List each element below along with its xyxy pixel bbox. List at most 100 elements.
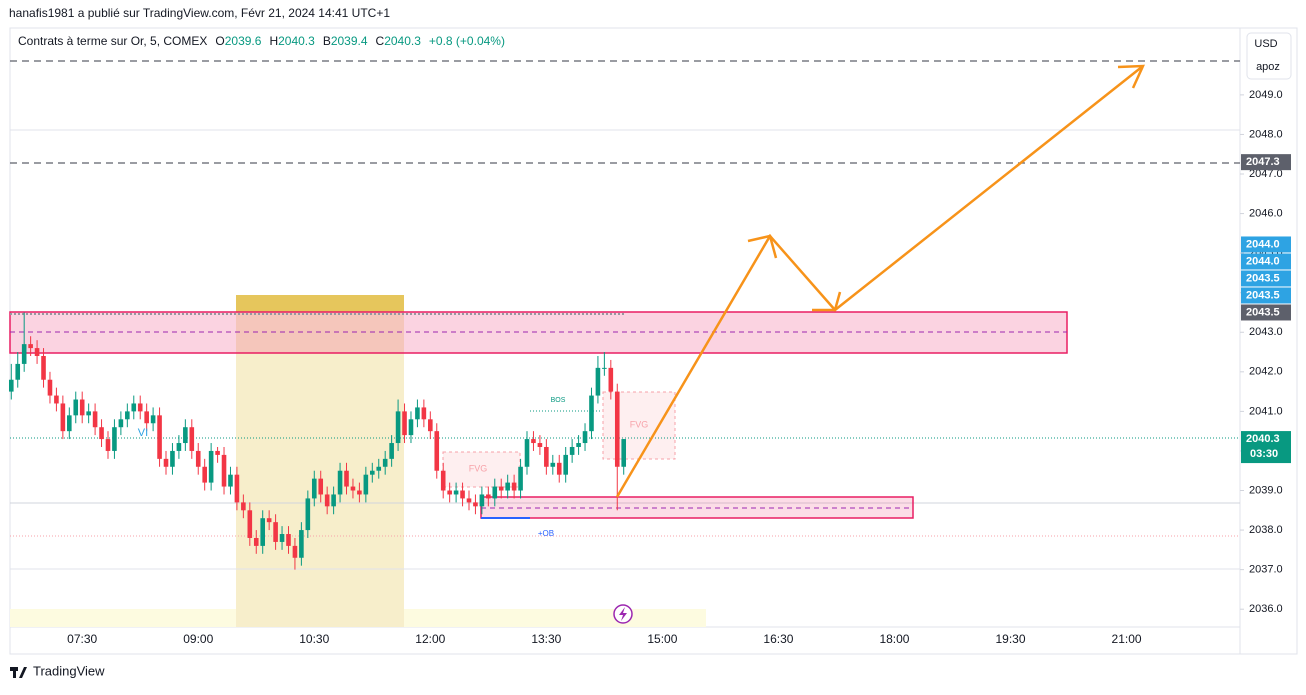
y-tick-label: 2041.0 <box>1249 405 1283 417</box>
legend: Contrats à terme sur Or, 5, COMEX O2039.6… <box>18 34 505 48</box>
candle-body <box>402 411 407 436</box>
candle-body <box>621 439 627 467</box>
price-tag-label: 2043.5 <box>1246 272 1280 284</box>
supply-zone <box>9 311 1068 354</box>
candle-body <box>608 367 614 392</box>
candle-body <box>318 478 324 495</box>
candle-body <box>125 411 130 420</box>
arrow-head <box>1117 64 1145 89</box>
candle-body <box>569 446 575 455</box>
candle-body <box>447 490 452 495</box>
candle-body <box>563 454 568 475</box>
candle-body <box>234 474 240 503</box>
candle-body <box>279 534 285 542</box>
y-tick-label: 2038.0 <box>1249 524 1283 536</box>
ohlc-value: 2039.4 <box>331 34 368 48</box>
symbol-title: Contrats à terme sur Or, 5, COMEX <box>18 34 207 48</box>
y-tick-label: 2046.0 <box>1249 207 1283 219</box>
candle-body <box>99 427 104 440</box>
candle-body <box>253 537 259 546</box>
candle-body <box>614 391 620 467</box>
candle-body <box>473 502 478 507</box>
x-tick-label: 10:30 <box>299 632 329 646</box>
candle-body <box>331 494 336 507</box>
candle-body <box>305 498 311 531</box>
x-tick-label: 12:00 <box>415 632 445 646</box>
candle-body <box>544 446 549 467</box>
candle-body <box>137 403 143 412</box>
candle-body <box>460 490 465 499</box>
candle-body <box>150 415 156 424</box>
footer-brand: TradingView <box>33 663 105 678</box>
x-tick-label: 18:00 <box>879 632 909 646</box>
candle-body <box>247 510 253 538</box>
candle-body <box>337 470 343 495</box>
y-tick-label: 2036.0 <box>1249 603 1283 615</box>
x-tick-label: 15:00 <box>647 632 677 646</box>
y-tick-label: 2042.0 <box>1249 366 1283 378</box>
candle-body <box>112 427 117 451</box>
candle-body <box>208 450 214 483</box>
candles <box>8 312 627 570</box>
candle-body <box>466 498 472 503</box>
arrow-head <box>812 291 842 312</box>
candle-body <box>260 518 266 546</box>
annotation: BOS <box>551 397 566 404</box>
candle-body <box>47 379 53 396</box>
candle-body <box>163 458 169 467</box>
candle-body <box>363 474 369 495</box>
legend-text: Contrats à terme sur Or, 5, COMEX O2039.6… <box>18 34 505 48</box>
price-tag <box>1241 304 1291 321</box>
candle-body <box>41 355 46 380</box>
candle-body <box>357 490 362 495</box>
candle-body <box>86 411 91 416</box>
countdown: 03:30 <box>1250 448 1278 460</box>
candle-body <box>479 494 485 507</box>
candle-body <box>415 407 420 420</box>
projection-arrow <box>615 65 1144 498</box>
candle-body <box>157 415 162 459</box>
x-tick-label: 13:30 <box>531 632 561 646</box>
candle-body <box>21 344 27 364</box>
currency: USD <box>1254 38 1277 50</box>
y-tick-label: 2043.0 <box>1249 326 1283 338</box>
footer-logo <box>10 667 27 678</box>
candle-body <box>170 450 175 467</box>
candle-body <box>434 431 440 471</box>
candle-body <box>67 415 72 432</box>
candle-body <box>176 443 182 451</box>
candle-body <box>54 395 59 404</box>
ohlc-label: H <box>269 34 278 48</box>
y-tick-label: 2039.0 <box>1249 484 1283 496</box>
annotation: VI <box>138 427 148 439</box>
candle-body <box>582 431 588 444</box>
y-tick-label: 2047.0 <box>1249 168 1283 180</box>
price-tag-label: 2040.3 <box>1246 433 1280 445</box>
candle-body <box>376 466 382 471</box>
scale-box[interactable] <box>1246 32 1292 80</box>
ohlc-value: 2040.3 <box>278 34 315 48</box>
event-bolt <box>619 607 627 621</box>
session-box <box>236 312 404 627</box>
candle-body <box>408 419 414 436</box>
ohlc-label: C <box>376 34 385 48</box>
y-tick-label: 2049.0 <box>1249 89 1283 101</box>
annotation: FVG <box>630 419 649 429</box>
candle-body <box>131 403 137 412</box>
publisher-header: hanafis1981 a publié sur TradingView.com… <box>9 6 390 20</box>
candle-body <box>228 474 233 487</box>
candle-body <box>195 450 201 467</box>
price-tag-label: 2044.0 <box>1246 255 1280 267</box>
price-tag <box>1241 270 1291 287</box>
arrow-head <box>747 234 778 259</box>
x-tick-label: 09:00 <box>183 632 213 646</box>
price-tag <box>1241 236 1291 253</box>
candle-body <box>202 466 207 483</box>
candle-body <box>344 470 349 487</box>
candle-body <box>428 419 433 432</box>
candle-body <box>105 439 111 451</box>
fvg-box <box>442 451 521 488</box>
price-tag-label: 2047.3 <box>1246 156 1280 168</box>
